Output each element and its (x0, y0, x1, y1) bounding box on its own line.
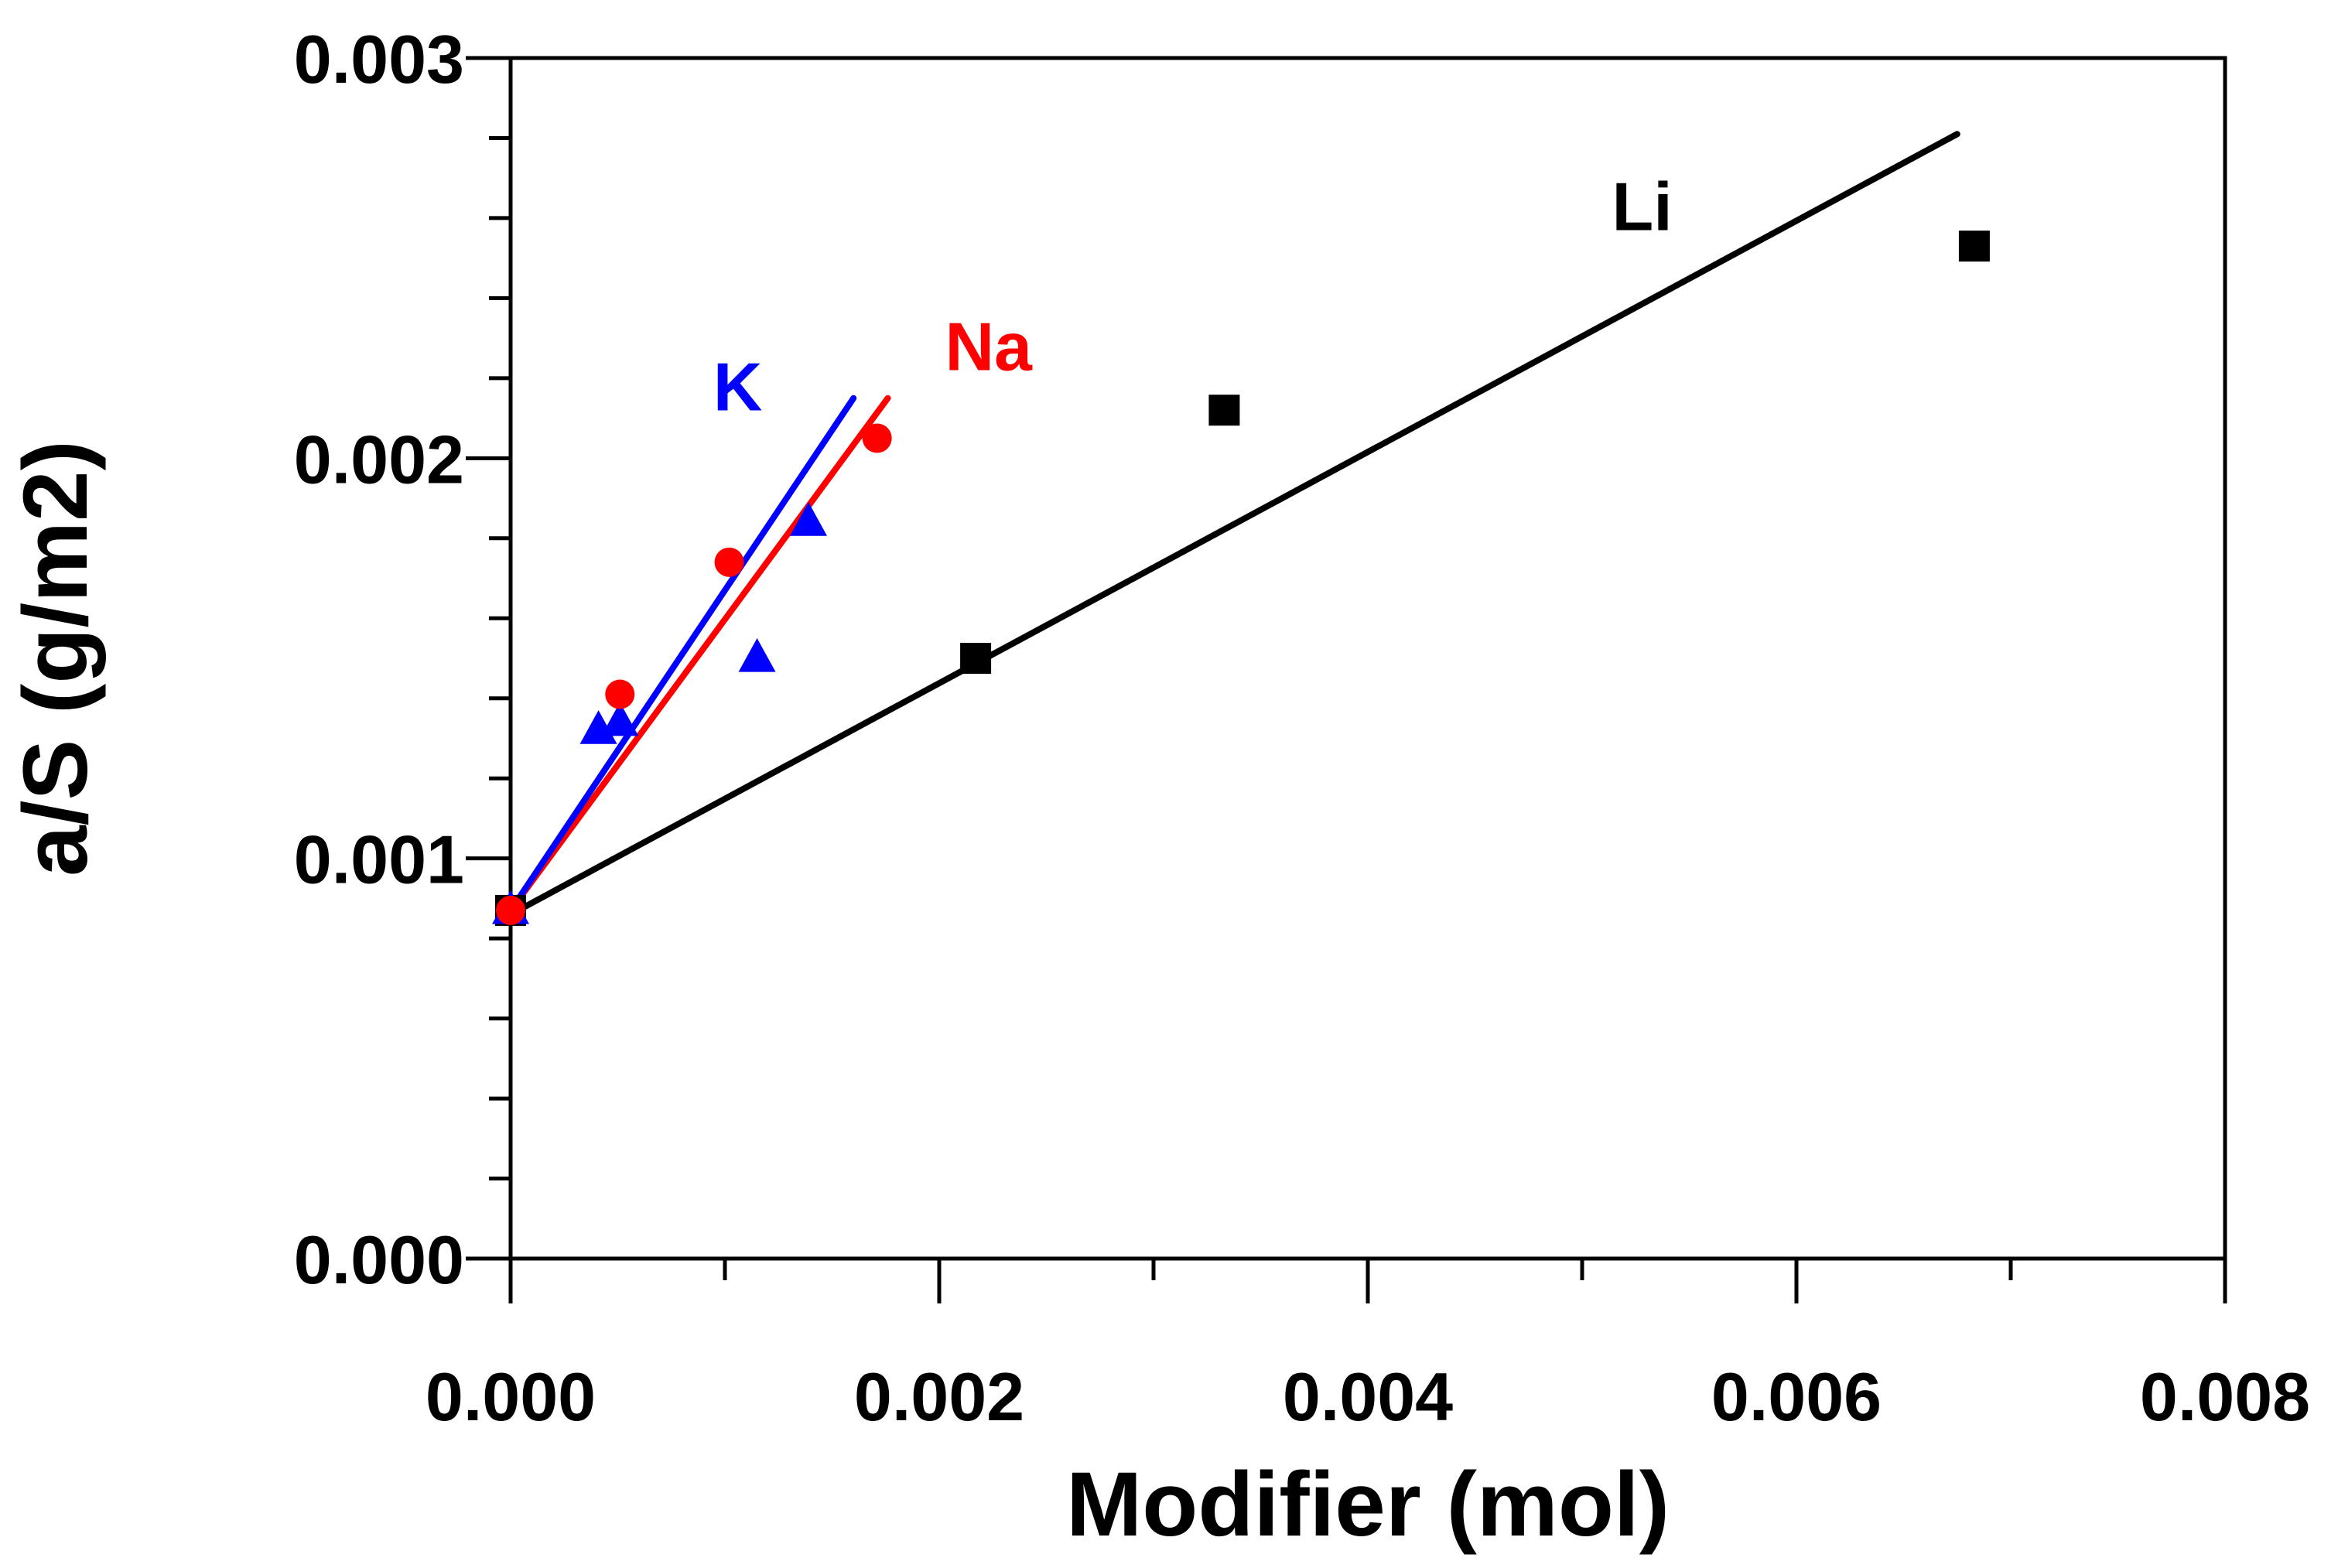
series-label-li: Li (1612, 168, 1672, 244)
y-tick-label: 0.002 (294, 421, 464, 497)
y-tick-label: 0.000 (294, 1221, 464, 1298)
fit-line-k (508, 395, 857, 914)
fit-line-na (508, 395, 891, 914)
x-tick-label: 0.008 (2140, 1358, 2310, 1435)
data-point-na (862, 423, 892, 453)
data-point-na (496, 895, 525, 925)
data-points (492, 231, 1990, 926)
data-point-li (960, 643, 992, 674)
series-label-k: K (713, 348, 763, 425)
x-tick-label: 0.002 (854, 1358, 1024, 1435)
data-point-k (738, 637, 776, 672)
series-label-na: Na (945, 309, 1033, 385)
data-point-li (1958, 231, 1990, 262)
y-axis-title: a/S (g/m2) (5, 440, 107, 876)
x-tick-label: 0.000 (426, 1358, 596, 1435)
data-point-k (790, 502, 828, 536)
data-point-na (714, 547, 744, 577)
data-point-li (1208, 395, 1240, 426)
y-tick-label: 0.001 (294, 822, 464, 898)
data-point-na (605, 679, 635, 709)
x-tick-label: 0.006 (1711, 1358, 1882, 1435)
x-axis-title: Modifier (mol) (1066, 1454, 1670, 1556)
fit-line-li (508, 131, 1960, 918)
data-point-k (601, 702, 639, 736)
series-labels: Li Na K (713, 168, 1673, 425)
x-tick-label: 0.004 (1283, 1358, 1453, 1435)
fit-lines (508, 131, 1960, 918)
y-tick-label: 0.003 (294, 21, 464, 97)
axes: 0.000 0.001 0.002 0.003 0.000 0.002 0.004 0.006… (294, 21, 2310, 1435)
